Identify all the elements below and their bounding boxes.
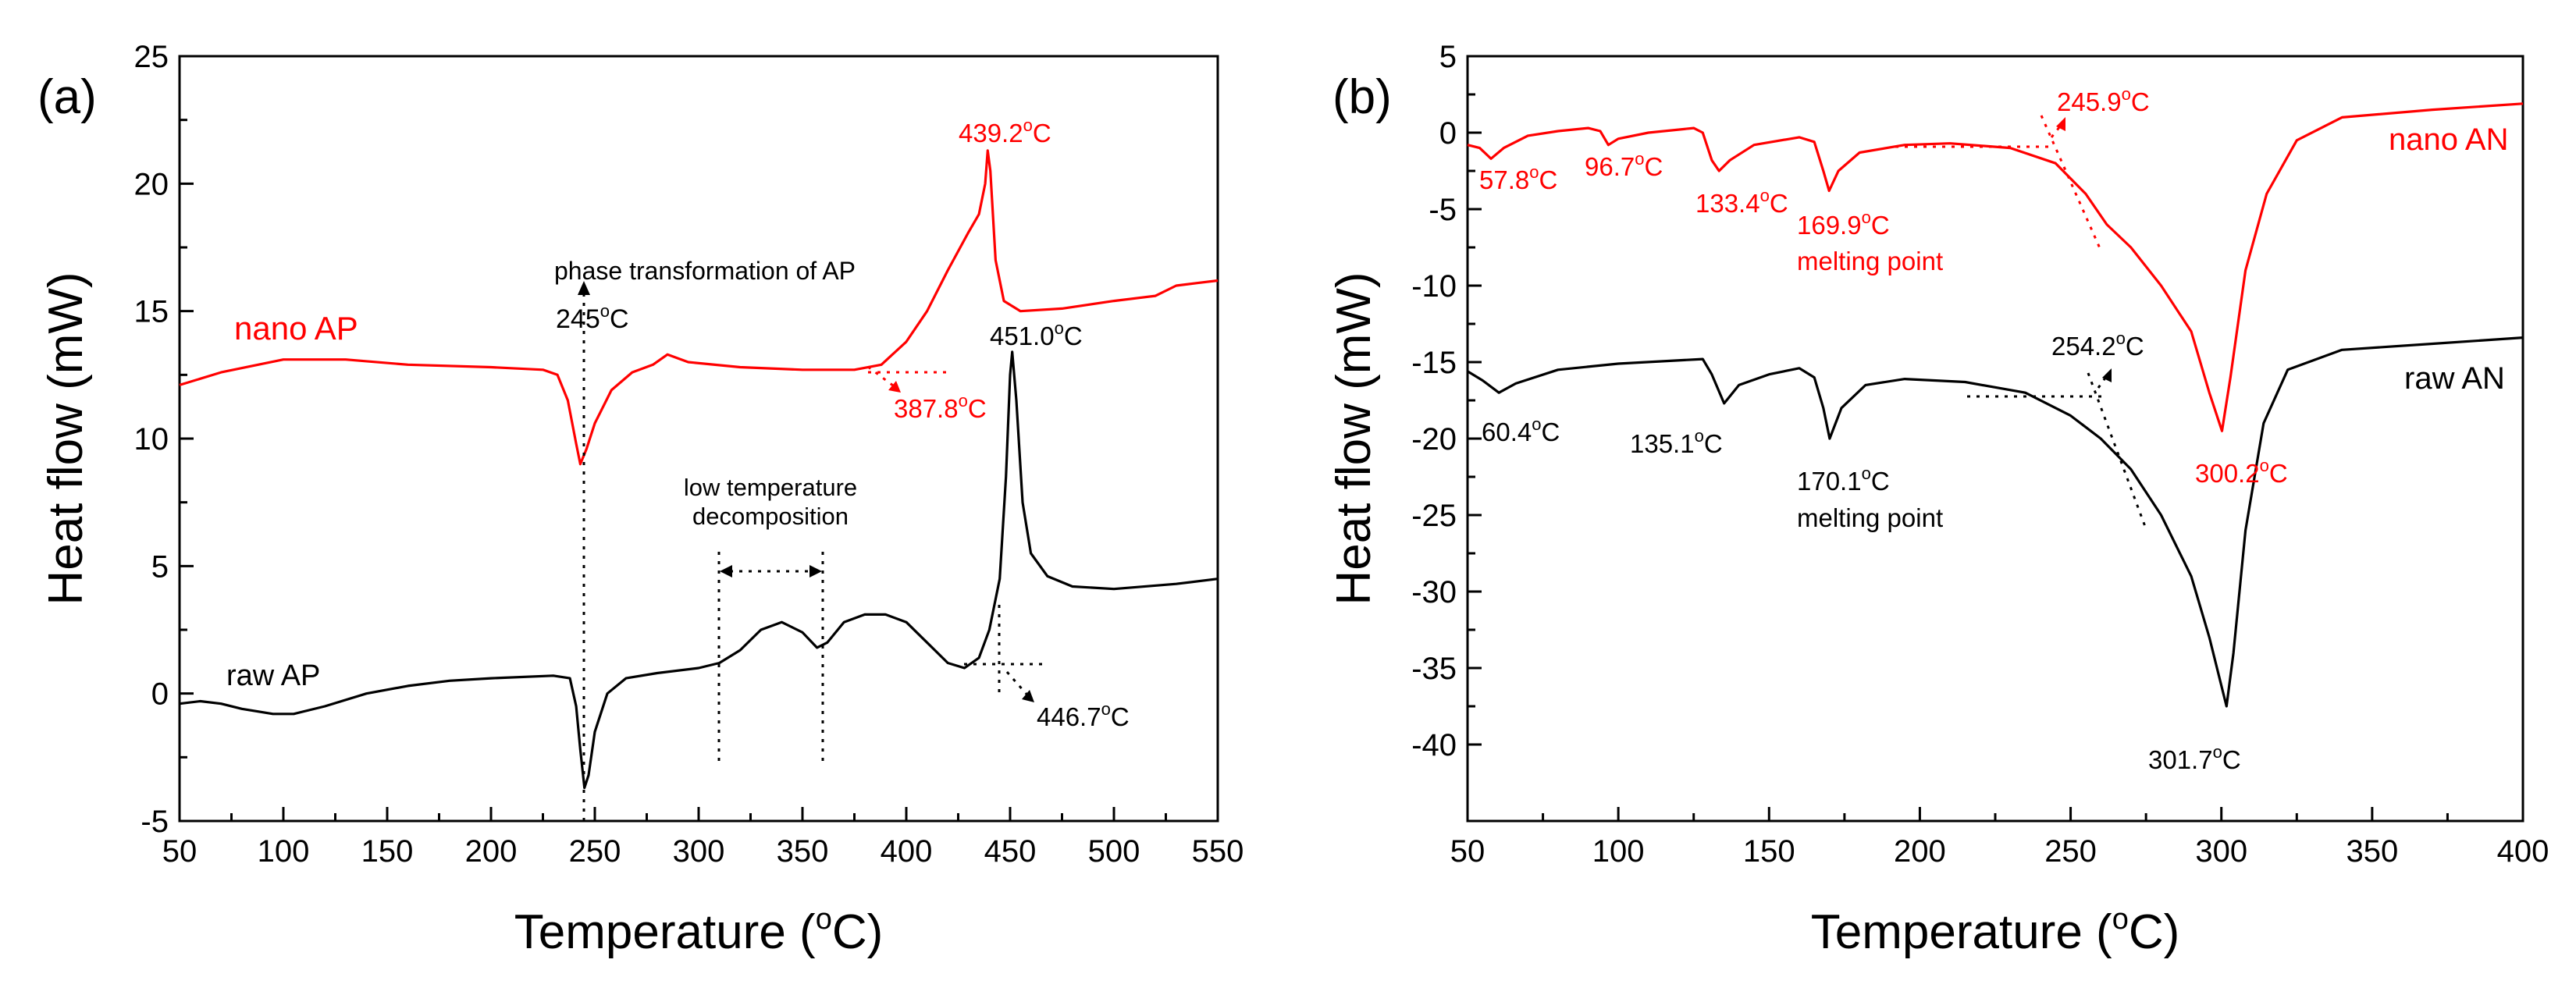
low-temp-arrow-right-head — [809, 565, 822, 578]
panel-a-x-tick-label: 500 — [1088, 834, 1140, 869]
raw-an-peak-2-label: 135.1oC — [1630, 426, 1723, 458]
panel-b-label: (b) — [1332, 70, 1392, 124]
panel-b-y-tick-label: -35 — [1411, 652, 1457, 686]
panel-a-x-tick-label: 50 — [162, 834, 197, 869]
panel-b-y-axis-title: Heat flow (mW) — [1327, 272, 1381, 605]
panel-b-y-tick-label: -40 — [1411, 728, 1457, 762]
panel-a-y-ticks: -5 0 5 10 15 20 25 — [134, 40, 194, 839]
panel-a-y-tick-label: 5 — [151, 549, 169, 584]
low-temp-text-line2: decomposition — [692, 503, 849, 530]
raw-an-peak-3-label: 170.1oC — [1797, 464, 1890, 496]
series-nano-an-line — [1467, 102, 2524, 432]
panel-b-black-guide-lines — [1967, 372, 2148, 531]
series-nano-ap-line — [179, 149, 1219, 466]
onset-raw-ap-label: 446.7oC — [1037, 699, 1130, 731]
panel-b: (b) 50 100 150 200 250 300 350 400 50-5-10-15-2… — [1327, 40, 2549, 959]
raw-an-peak-1-label: 60.4oC — [1482, 414, 1560, 446]
panel-a-y-tick-label: 20 — [134, 167, 169, 201]
panel-a-x-tick-label: 350 — [777, 834, 829, 869]
panel-b-x-tick-label: 250 — [2044, 834, 2097, 869]
panel-a-x-ticks: 50 100 150 200 250 300 350 400 450 500 550 — [162, 807, 1244, 869]
nano-ap-legend-label: nano AP — [234, 310, 358, 347]
panel-b-y-tick-label: -25 — [1411, 499, 1457, 533]
nano-an-onset-label: 245.9oC — [2057, 84, 2150, 116]
panel-b-y-tick-label: 5 — [1439, 40, 1457, 74]
panel-b-x-tick-label: 200 — [1894, 834, 1946, 869]
panel-b-x-tick-label: 350 — [2346, 834, 2398, 869]
panel-a-x-tick-label: 400 — [881, 834, 933, 869]
panel-a-red-guide-lines — [867, 365, 948, 389]
series-raw-ap-line — [179, 350, 1219, 790]
peak-raw-ap-label: 451.0oC — [990, 318, 1083, 350]
nano-an-melting-label: melting point — [1797, 247, 1943, 275]
panel-a-y-tick-label: 25 — [134, 40, 169, 74]
onset-nano-arrow-head — [888, 381, 901, 393]
raw-an-onset-arrow-head — [2102, 368, 2112, 382]
nano-an-onset-arrow-head — [2056, 117, 2065, 131]
raw-an-onset-label: 254.2oC — [2051, 329, 2144, 361]
panel-b-y-tick-label: -10 — [1411, 269, 1457, 304]
nano-an-peak-1-label: 57.8oC — [1479, 162, 1557, 194]
raw-an-onset-pointer-line — [2097, 374, 2109, 389]
peak-nano-ap-label: 439.2oC — [959, 116, 1051, 147]
low-temp-text-line1: low temperature — [684, 474, 857, 501]
panel-b-red-guide-lines — [1895, 115, 2101, 249]
panel-b-y-tick-label: 0 — [1439, 116, 1457, 151]
raw-ap-legend-label: raw AP — [226, 659, 320, 692]
panel-a-y-tick-label: 15 — [134, 295, 169, 329]
panel-a-x-tick-label: 450 — [984, 834, 1037, 869]
panel-a-series — [179, 149, 1219, 790]
nano-an-onset-pointer-line — [2050, 123, 2064, 138]
nano-an-legend-label: nano AN — [2389, 123, 2508, 157]
panel-a-x-tick-label: 250 — [569, 834, 621, 869]
panel-a-x-tick-label: 150 — [361, 834, 414, 869]
panel-b-x-tick-label: 150 — [1743, 834, 1795, 869]
phase-arrow-head — [578, 281, 590, 295]
nano-an-peak-4-label: 169.9oC — [1797, 208, 1890, 240]
onset-raw-arrow-head — [1022, 690, 1034, 702]
panel-b-x-tick-label: 50 — [1450, 834, 1485, 869]
panel-b-x-axis-title: Temperature (oC) — [1811, 903, 2180, 959]
onset-nano-ap-label: 387.8oC — [894, 391, 987, 423]
panel-b-series — [1467, 102, 2524, 708]
panel-b-y-tick-label: -30 — [1411, 575, 1457, 610]
panel-a-y-tick-label: 10 — [134, 422, 169, 457]
panel-a-x-axis-title: Temperature (oC) — [514, 903, 884, 959]
panel-b-y-tick-label: -5 — [1429, 193, 1457, 227]
nano-an-peak-3-label: 133.4oC — [1695, 186, 1788, 218]
panel-a-y-axis-title: Heat flow (mW) — [39, 272, 93, 605]
panel-b-x-tick-label: 100 — [1592, 834, 1645, 869]
panel-a: (a) 50 100 150 200 250 300 350 400 450 500 550 -5 0… — [37, 40, 1244, 959]
panel-a-guide-lines — [582, 293, 1042, 821]
raw-an-legend-label: raw AN — [2404, 361, 2505, 396]
panel-a-x-tick-label: 550 — [1192, 834, 1244, 869]
panel-a-x-tick-label: 200 — [465, 834, 518, 869]
raw-an-melting-label: melting point — [1797, 503, 1943, 532]
low-temp-arrow-left-head — [720, 565, 732, 578]
nano-an-peak-main-label: 300.2oC — [2195, 456, 2288, 488]
phase-transformation-text: phase transformation of AP — [554, 257, 856, 285]
panel-b-y-tick-label: -15 — [1411, 346, 1457, 380]
nano-an-peak-2-label: 96.7oC — [1585, 149, 1663, 181]
panel-a-y-tick-label: 0 — [151, 677, 169, 712]
phase-temp-label: 245oC — [556, 301, 629, 334]
panel-a-label: (a) — [37, 70, 97, 124]
panel-b-x-tick-label: 300 — [2195, 834, 2247, 869]
onset-nano-pointer-line — [867, 365, 897, 389]
nano-an-onset-tangent-guide — [2040, 115, 2101, 249]
panel-a-x-tick-label: 300 — [673, 834, 725, 869]
raw-an-onset-tangent-guide — [2087, 372, 2148, 531]
panel-b-x-ticks: 50 100 150 200 250 300 350 400 — [1450, 807, 2549, 869]
panel-b-x-tick-label: 400 — [2497, 834, 2549, 869]
panel-b-y-ticks: 5 0 -5 -10 -15 -20 -25 -30 -35 -40 — [1411, 40, 1482, 762]
raw-an-peak-main-label: 301.7oC — [2148, 742, 2241, 774]
panel-b-y-tick-label: -20 — [1411, 422, 1457, 457]
panel-a-x-tick-label: 100 — [258, 834, 310, 869]
panel-a-y-tick-label: -5 — [141, 805, 169, 839]
series-raw-an-line — [1467, 336, 2524, 708]
